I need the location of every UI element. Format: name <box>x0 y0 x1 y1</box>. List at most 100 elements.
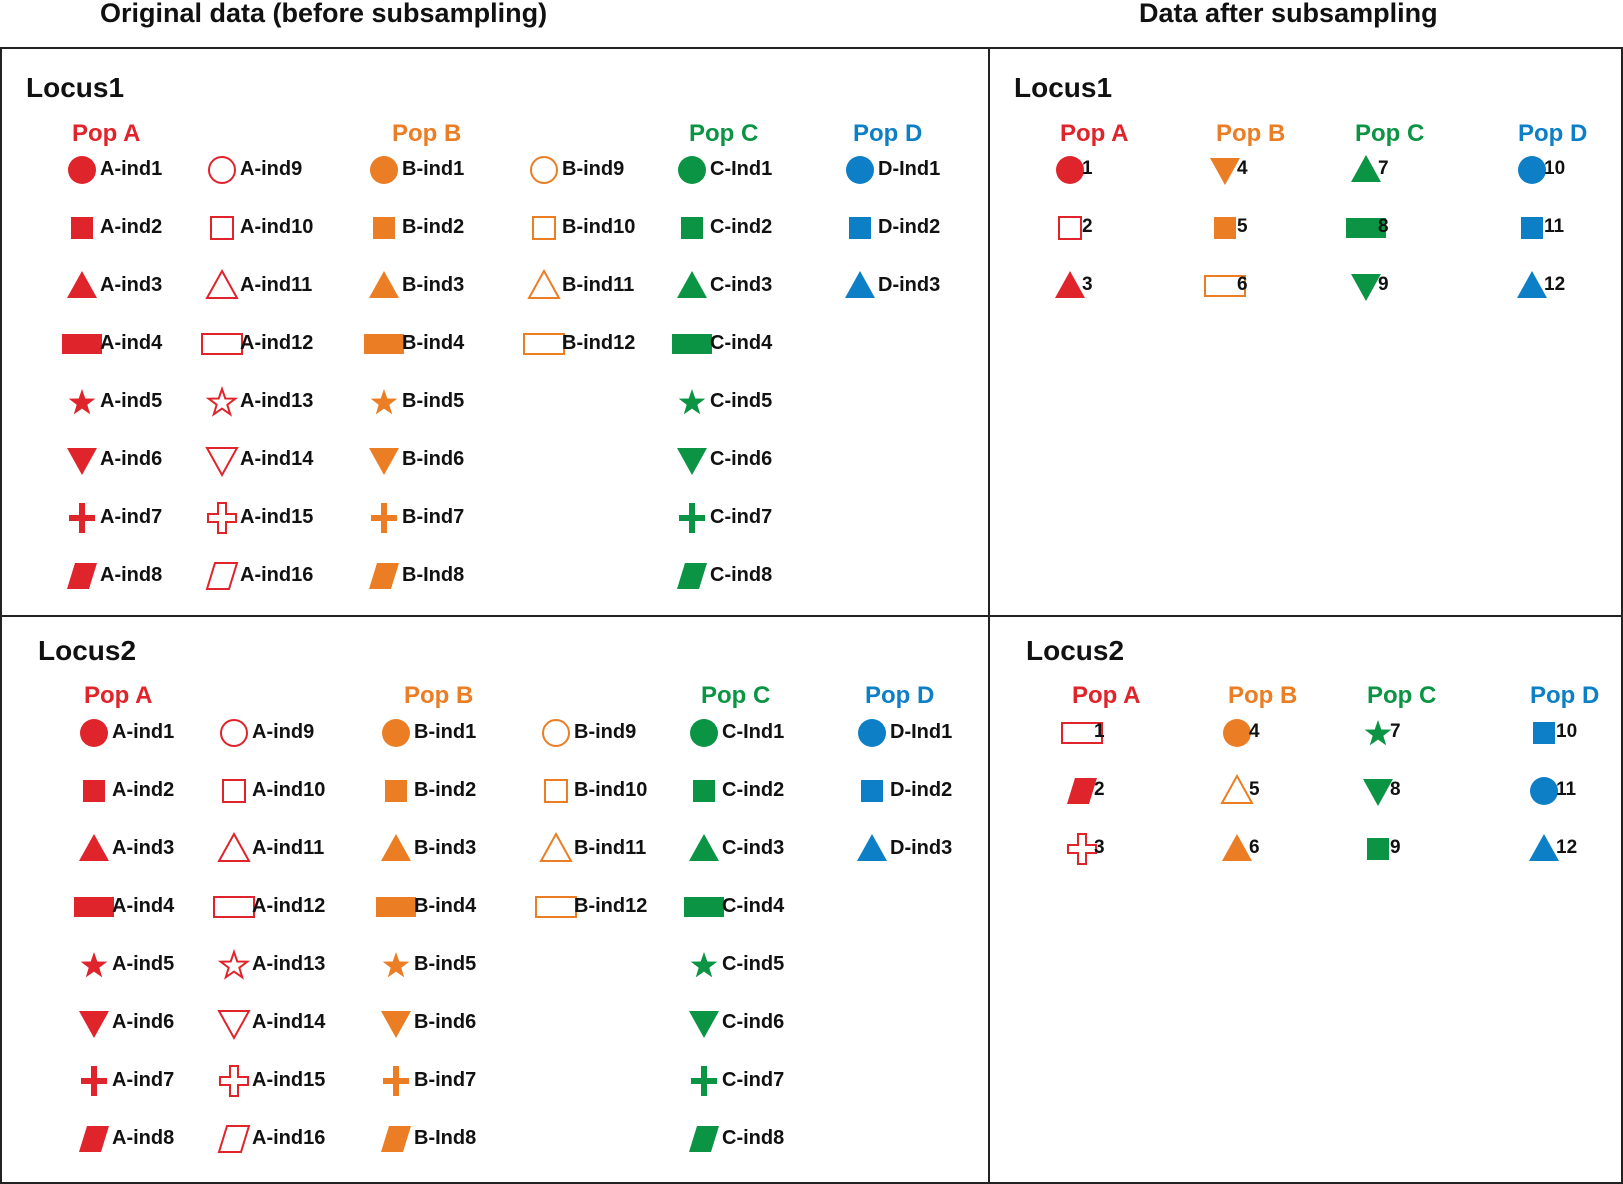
individual-label: C-ind3 <box>710 274 773 296</box>
triangle-icon <box>689 834 719 861</box>
parallelogram-icon <box>79 1126 109 1152</box>
individual-label: 11 <box>1544 216 1565 237</box>
individual-label: A-ind10 <box>252 779 326 801</box>
pop-d-title: Pop D <box>853 120 923 147</box>
hollow-circle-icon <box>208 156 236 184</box>
individual-label: D-ind3 <box>890 837 953 859</box>
individual-label: A-ind11 <box>240 274 313 296</box>
individual-label: B-ind6 <box>402 448 465 470</box>
square-icon <box>71 217 93 239</box>
individual-label: C-ind2 <box>710 216 773 238</box>
square-icon <box>1367 838 1389 860</box>
down-triangle-icon <box>369 448 399 475</box>
cross-icon <box>679 503 705 533</box>
individual-label: B-ind2 <box>414 779 477 801</box>
individual-label: A-ind16 <box>240 564 314 586</box>
individual-label: C-ind8 <box>710 564 773 586</box>
square-icon <box>1533 722 1555 744</box>
pop-c-title: Pop C <box>689 120 759 147</box>
triangle-icon <box>857 834 887 861</box>
cross-icon <box>81 1066 107 1096</box>
square-icon <box>385 780 407 802</box>
pop-c-title: Pop C <box>1355 120 1425 147</box>
individual-label: 3 <box>1082 274 1093 295</box>
subsampled-data-heading: Data after subsampling <box>1139 0 1438 28</box>
individual-label: B-ind3 <box>402 274 465 296</box>
triangle-icon <box>845 271 875 298</box>
individual-label: A-ind7 <box>100 506 163 528</box>
square-icon <box>693 780 715 802</box>
triangle-icon <box>1222 834 1252 861</box>
individual-label: 1 <box>1094 721 1105 742</box>
hollow-cross-icon <box>219 1065 249 1097</box>
down-triangle-icon <box>1210 158 1240 185</box>
individual-label: B-ind3 <box>414 837 477 859</box>
circle-icon <box>80 719 108 747</box>
square-icon <box>373 217 395 239</box>
pop-d-title: Pop D <box>1530 682 1600 709</box>
star-icon <box>690 952 718 978</box>
individual-label: 7 <box>1378 158 1389 179</box>
individual-label: B-ind4 <box>414 895 477 917</box>
pop-c-title: Pop C <box>701 682 771 709</box>
individual-label: A-ind8 <box>100 564 163 586</box>
individual-label: C-ind7 <box>710 506 773 528</box>
circle-icon <box>1518 156 1546 184</box>
individual-label: A-ind4 <box>112 895 175 917</box>
hollow-circle-icon <box>542 719 570 747</box>
individual-label: A-ind12 <box>240 332 314 354</box>
pop-d-title: Pop D <box>865 682 935 709</box>
individual-label: A-ind6 <box>112 1011 175 1033</box>
individual-label: 4 <box>1249 721 1260 742</box>
square-icon <box>849 217 871 239</box>
pop-a-title: Pop A <box>1060 120 1129 147</box>
individual-label: 2 <box>1082 216 1093 237</box>
circle-icon <box>858 719 886 747</box>
individual-label: B-ind10 <box>562 216 636 238</box>
star-icon <box>678 389 706 415</box>
individual-label: B-ind2 <box>402 216 465 238</box>
individual-label: D-ind2 <box>878 216 941 238</box>
individual-label: A-ind9 <box>252 721 315 743</box>
individual-label: B-ind4 <box>402 332 465 354</box>
down-triangle-icon <box>79 1011 109 1038</box>
hollow-rectangle-icon <box>1061 722 1103 744</box>
individual-label: 2 <box>1094 779 1105 800</box>
locus-title: Locus1 <box>26 72 125 103</box>
down-triangle-icon <box>1351 274 1381 301</box>
pop-a-title: Pop A <box>84 682 153 709</box>
hollow-cross-icon <box>1067 833 1097 865</box>
star-icon <box>68 389 96 415</box>
individual-label: 10 <box>1556 721 1578 742</box>
individual-label: D-Ind1 <box>890 721 953 743</box>
hollow-triangle-icon <box>1220 773 1254 804</box>
parallelogram-icon <box>1067 778 1097 804</box>
individual-label: A-ind2 <box>100 216 163 238</box>
hollow-square-icon <box>544 779 568 803</box>
individual-label: 6 <box>1237 274 1248 295</box>
circle-icon <box>1530 777 1558 805</box>
individual-label: C-ind5 <box>722 953 785 975</box>
pop-b-title: Pop B <box>1216 120 1286 147</box>
individual-label: B-Ind8 <box>402 564 465 586</box>
individual-label: C-Ind1 <box>710 158 773 180</box>
rectangle-icon <box>672 334 712 354</box>
individual-label: B-ind9 <box>562 158 625 180</box>
individual-label: A-ind13 <box>240 390 314 412</box>
pop-c-title: Pop C <box>1367 682 1437 709</box>
rectangle-icon <box>74 897 114 917</box>
hollow-parallelogram-icon <box>217 1125 251 1153</box>
square-icon <box>861 780 883 802</box>
rectangle-icon <box>684 897 724 917</box>
individual-label: 1 <box>1082 158 1093 179</box>
cross-icon <box>383 1066 409 1096</box>
hollow-triangle-icon <box>527 268 561 299</box>
individual-label: A-ind12 <box>252 895 326 917</box>
star-icon <box>1364 720 1392 746</box>
down-triangle-icon <box>67 448 97 475</box>
triangle-icon <box>677 271 707 298</box>
circle-icon <box>1223 719 1251 747</box>
individual-label: 12 <box>1556 837 1578 858</box>
hollow-rectangle-icon <box>523 333 565 355</box>
